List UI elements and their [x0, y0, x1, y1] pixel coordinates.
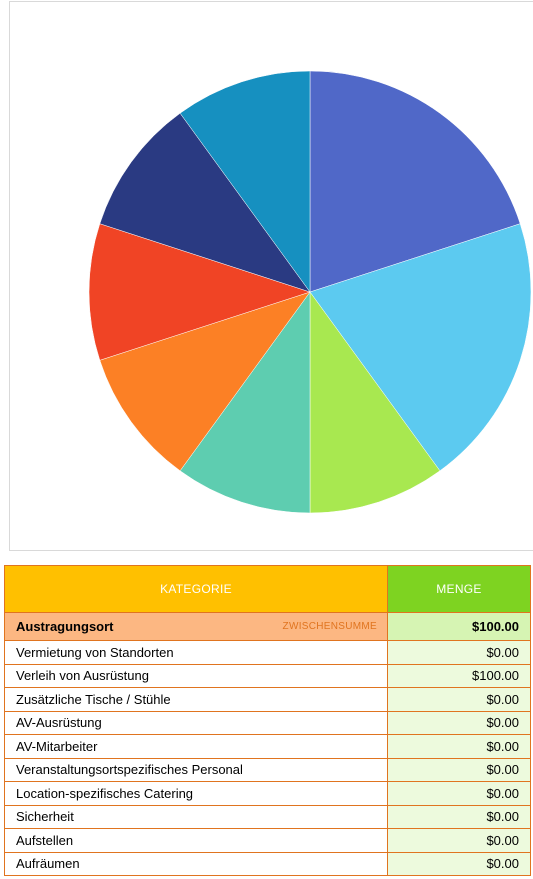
row-amount: $0.00 — [387, 640, 531, 665]
row-label: Location-spezifisches Catering — [4, 781, 388, 806]
row-label: Veranstaltungsortspezifisches Personal — [4, 757, 388, 782]
table-row: Vermietung von Standorten $0.00 — [4, 640, 531, 665]
table-row: Aufräumen $0.00 — [4, 851, 531, 876]
budget-table: KATEGORIE MENGE Austragungsort ZWISCHENS… — [4, 565, 531, 876]
group-cell: Austragungsort ZWISCHENSUMME — [4, 612, 388, 641]
group-name: Austragungsort — [16, 619, 114, 634]
row-label: AV-Mitarbeiter — [4, 734, 388, 759]
pie-slice-2 — [309, 223, 532, 472]
row-label: Aufräumen — [4, 851, 388, 876]
pie-chart — [88, 70, 532, 514]
pie-slice-6 — [88, 223, 311, 361]
row-label: Aufstellen — [4, 828, 388, 853]
table-row: Aufstellen $0.00 — [4, 828, 531, 853]
pie-slice-4 — [179, 291, 311, 514]
subtotal-row: Austragungsort ZWISCHENSUMME $100.00 — [4, 612, 531, 641]
row-label: Vermietung von Standorten — [4, 640, 388, 665]
table-row: Zusätzliche Tische / Stühle $0.00 — [4, 687, 531, 712]
subtotal-label: ZWISCHENSUMME — [282, 621, 377, 632]
pie-slice-1 — [309, 70, 521, 293]
pie-slice-8 — [179, 70, 311, 293]
row-amount: $0.00 — [387, 734, 531, 759]
row-amount: $0.00 — [387, 851, 531, 876]
subtotal-amount: $100.00 — [387, 612, 531, 641]
table-row: Veranstaltungsortspezifisches Personal $0… — [4, 757, 531, 782]
table-header-row: KATEGORIE MENGE — [4, 565, 531, 613]
table-row: Location-spezifisches Catering $0.00 — [4, 781, 531, 806]
row-amount: $0.00 — [387, 687, 531, 712]
pie-slice-7 — [99, 112, 311, 293]
row-label: Verleih von Ausrüstung — [4, 663, 388, 688]
row-amount: $0.00 — [387, 804, 531, 829]
row-amount: $100.00 — [387, 663, 531, 688]
header-amount: MENGE — [387, 565, 531, 613]
pie-slice-5 — [99, 291, 311, 472]
row-amount: $0.00 — [387, 828, 531, 853]
pie-slice-3 — [309, 291, 441, 514]
row-label: Sicherheit — [4, 804, 388, 829]
row-amount: $0.00 — [387, 781, 531, 806]
table-row: AV-Mitarbeiter $0.00 — [4, 734, 531, 759]
header-category: KATEGORIE — [4, 565, 388, 613]
pie-chart-panel — [9, 1, 533, 551]
table-row: Sicherheit $0.00 — [4, 804, 531, 829]
row-amount: $0.00 — [387, 757, 531, 782]
row-label: Zusätzliche Tische / Stühle — [4, 687, 388, 712]
table-row: Verleih von Ausrüstung $100.00 — [4, 663, 531, 688]
row-amount: $0.00 — [387, 710, 531, 735]
row-label: AV-Ausrüstung — [4, 710, 388, 735]
table-row: AV-Ausrüstung $0.00 — [4, 710, 531, 735]
